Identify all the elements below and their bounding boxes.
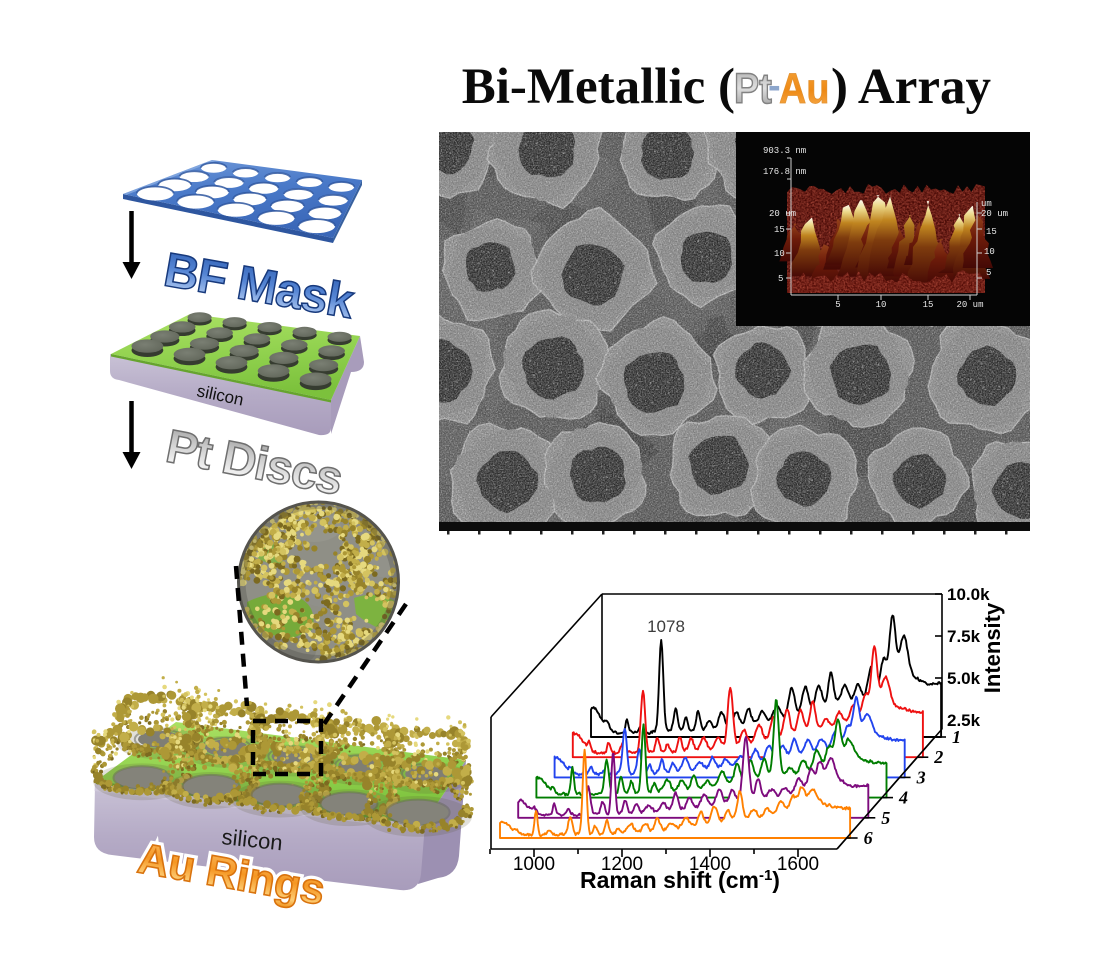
svg-text:1: 1 (952, 727, 961, 747)
svg-text:Au: Au (779, 64, 829, 113)
svg-text:6: 6 (864, 828, 873, 848)
svg-text:176.8 nm: 176.8 nm (763, 167, 806, 177)
svg-text:Raman shift (cm-1): Raman shift (cm-1) (580, 867, 780, 894)
svg-text:15: 15 (986, 227, 997, 237)
svg-text:10.0k: 10.0k (947, 585, 990, 604)
svg-text:20 um: 20 um (769, 209, 796, 219)
svg-text:) Array: ) Array (831, 59, 991, 115)
svg-text:903.3 nm: 903.3 nm (763, 146, 806, 156)
svg-text:5: 5 (881, 808, 890, 828)
svg-text:1600: 1600 (777, 854, 819, 875)
svg-text:7.5k: 7.5k (947, 627, 981, 646)
svg-text:20 um: 20 um (956, 300, 983, 310)
svg-text:Intensity: Intensity (980, 602, 1005, 693)
svg-text:Bi-Metallic (: Bi-Metallic ( (462, 59, 735, 115)
svg-text:um: um (981, 199, 992, 209)
svg-text:10: 10 (774, 249, 785, 259)
svg-text:10: 10 (984, 247, 995, 257)
svg-text:1000: 1000 (513, 854, 555, 875)
svg-text:5.0k: 5.0k (947, 669, 981, 688)
svg-text:5: 5 (986, 268, 991, 278)
svg-text:1078: 1078 (647, 617, 685, 636)
svg-text:5: 5 (778, 274, 783, 284)
svg-text:5: 5 (835, 300, 840, 310)
svg-text:2: 2 (933, 747, 943, 767)
svg-text:Pt: Pt (734, 64, 772, 113)
svg-text:4: 4 (898, 788, 908, 808)
svg-text:15: 15 (774, 225, 785, 235)
svg-text:3: 3 (916, 767, 926, 787)
svg-text:-: - (768, 65, 781, 107)
svg-text:10: 10 (876, 300, 887, 310)
svg-text:15: 15 (923, 300, 934, 310)
svg-text:20 um: 20 um (981, 209, 1008, 219)
